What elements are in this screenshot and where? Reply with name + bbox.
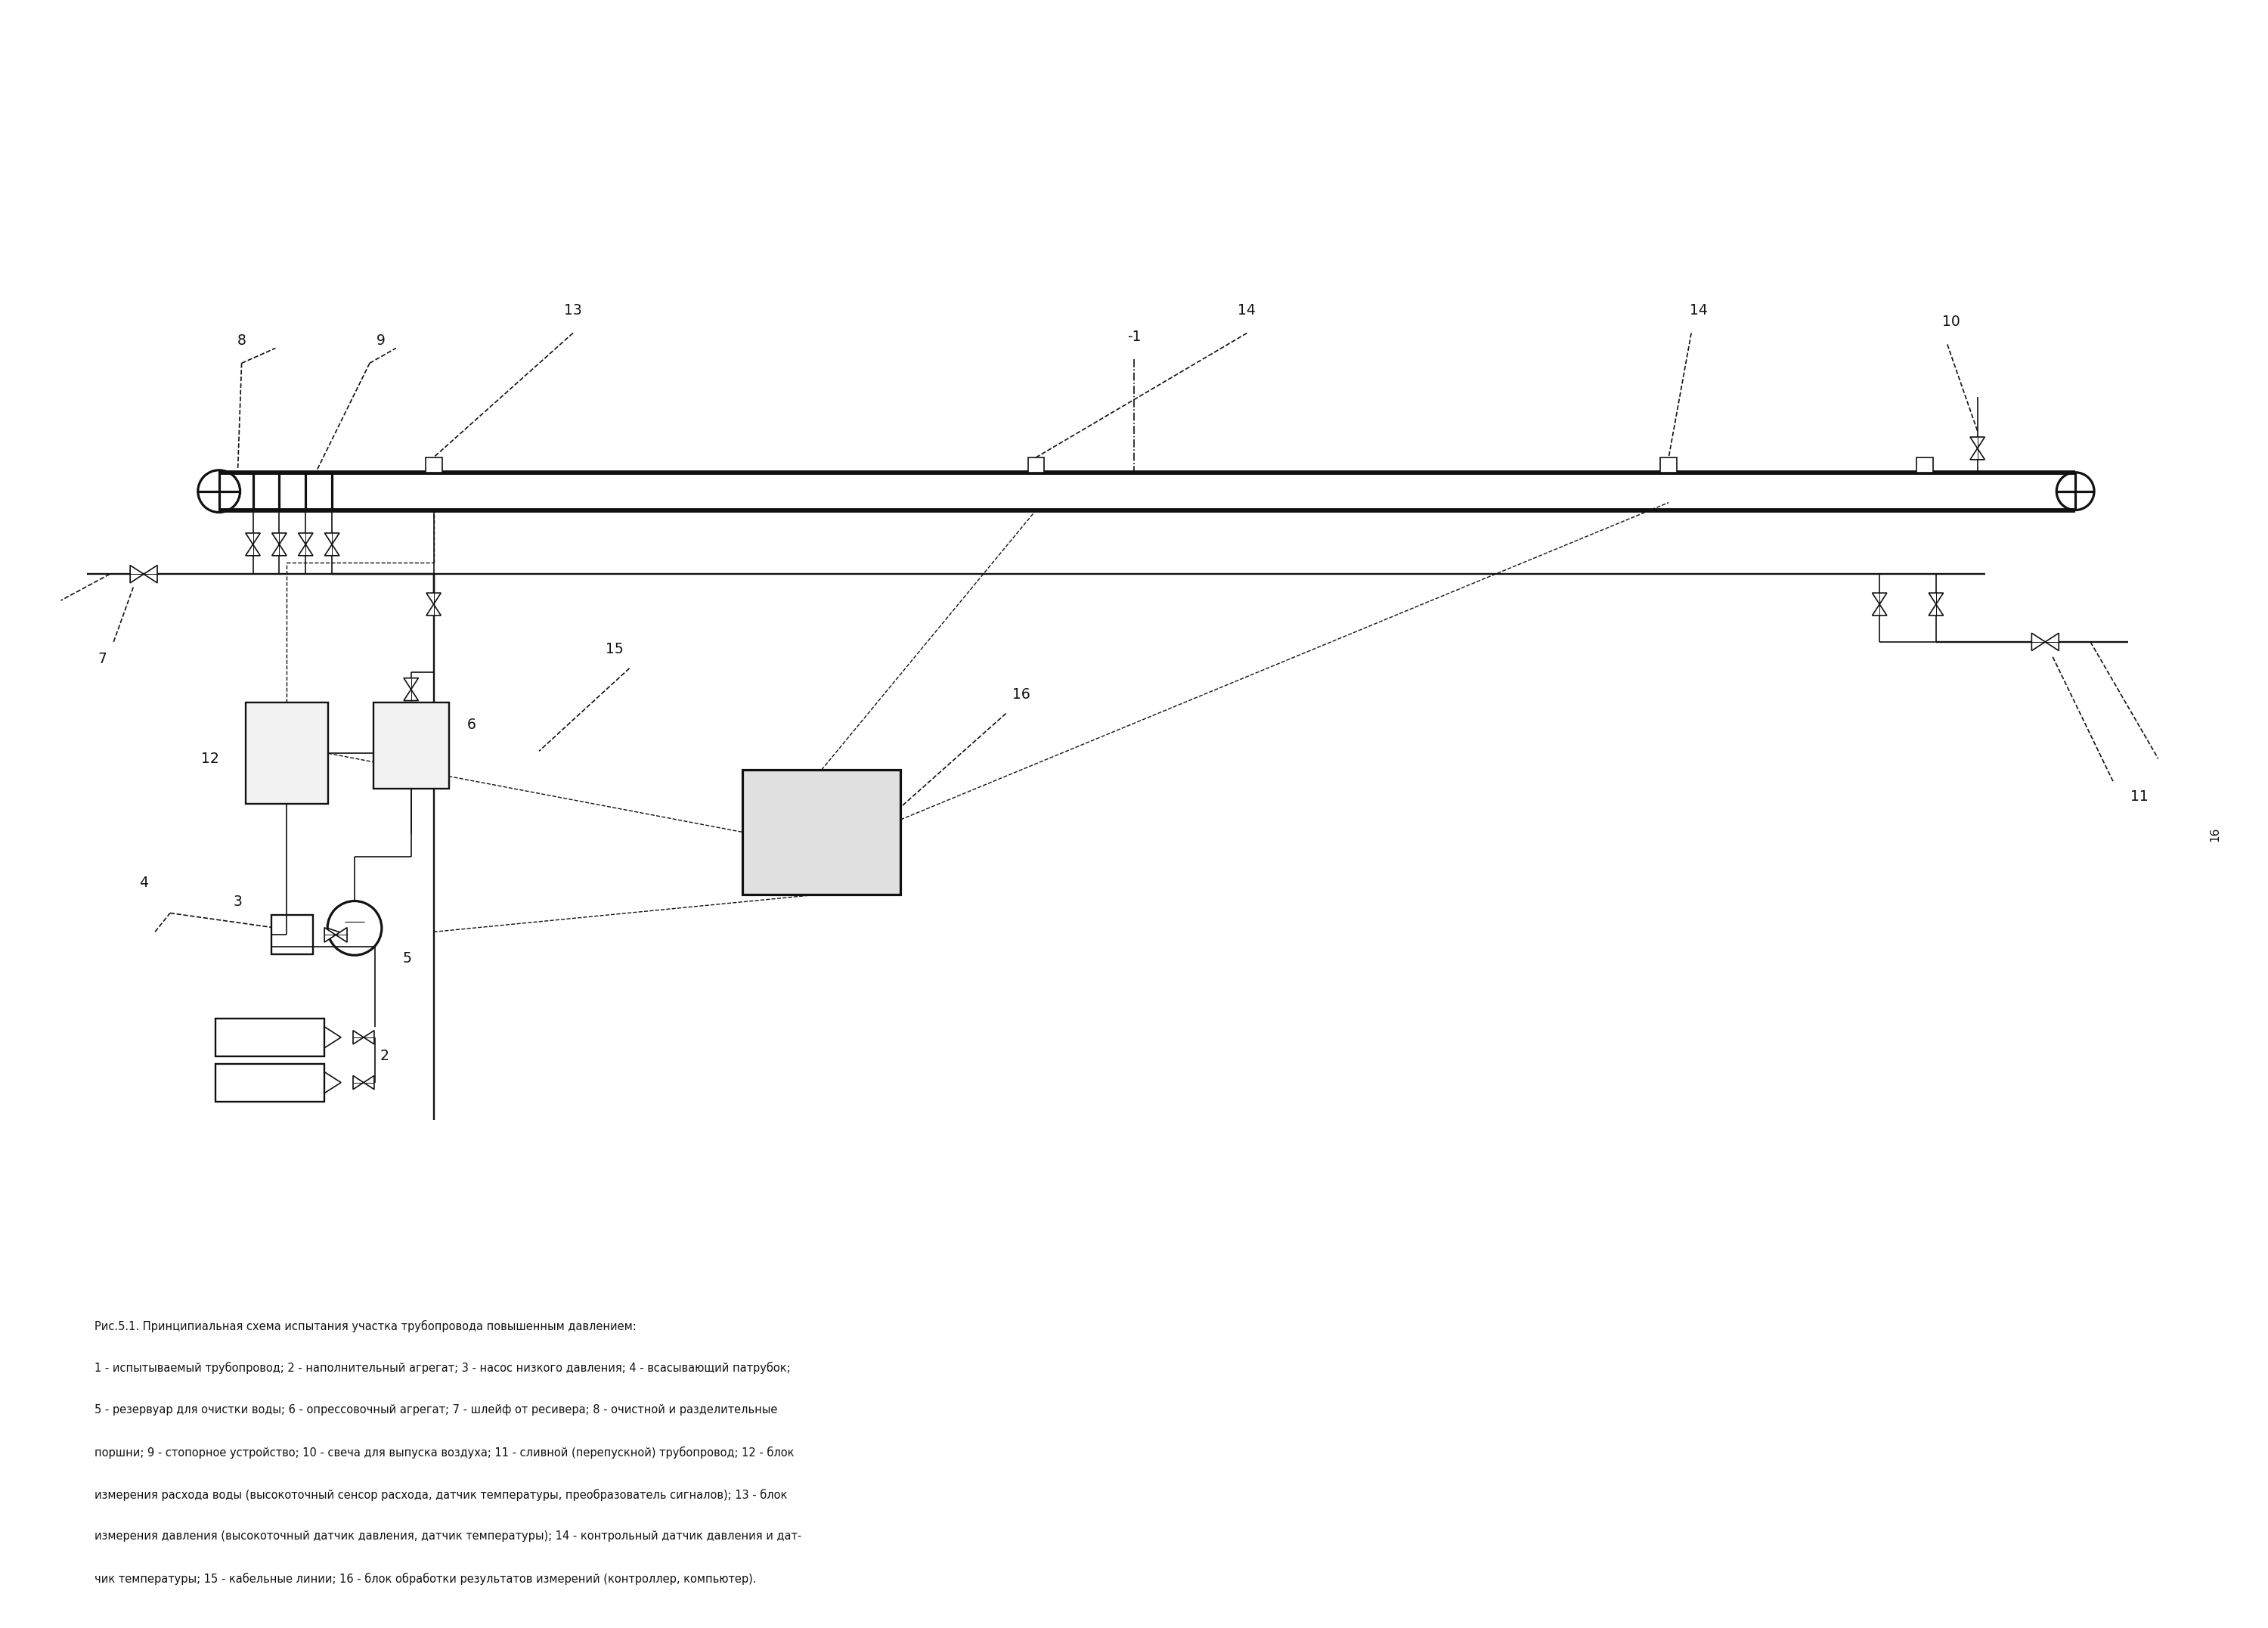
- Bar: [272, 915, 313, 954]
- Text: 5 - резервуар для очистки воды; 6 - опрессовочный агрегат; 7 - шлейф от ресивера: 5 - резервуар для очистки воды; 6 - опре…: [95, 1405, 778, 1415]
- Polygon shape: [363, 1076, 374, 1089]
- Polygon shape: [324, 928, 336, 943]
- Text: 4: 4: [138, 876, 147, 891]
- Polygon shape: [299, 544, 313, 555]
- Text: 9: 9: [376, 334, 386, 348]
- Bar: [426, 457, 442, 472]
- Bar: [1027, 457, 1043, 472]
- Text: 14: 14: [1238, 303, 1256, 317]
- Polygon shape: [129, 565, 143, 583]
- Text: 6: 6: [467, 718, 476, 733]
- Text: 11: 11: [2130, 790, 2148, 804]
- Text: Рис.5.1. Принципиальная схема испытания участка трубопровода повышенным давление: Рис.5.1. Принципиальная схема испытания …: [95, 1320, 637, 1332]
- Polygon shape: [404, 677, 417, 689]
- Polygon shape: [426, 604, 440, 615]
- Bar: [742, 770, 900, 894]
- Text: поршни; 9 - стопорное устройство; 10 - свеча для выпуска воздуха; 11 - сливной (: поршни; 9 - стопорное устройство; 10 - с…: [95, 1446, 794, 1459]
- Text: чик температуры; 15 - кабельные линии; 16 - блок обработки результатов измерений: чик температуры; 15 - кабельные линии; 1…: [95, 1573, 758, 1586]
- Text: 16: 16: [1012, 687, 1030, 702]
- Text: 7: 7: [98, 653, 107, 666]
- Polygon shape: [1928, 593, 1944, 604]
- Polygon shape: [272, 544, 286, 555]
- Bar: [1916, 457, 1932, 472]
- Text: 5: 5: [404, 951, 413, 965]
- Polygon shape: [336, 928, 347, 943]
- Polygon shape: [1971, 436, 1984, 448]
- Text: измерения расхода воды (высокоточный сенсор расхода, датчик температуры, преобра: измерения расхода воды (высокоточный сен…: [95, 1488, 787, 1501]
- Text: 2: 2: [381, 1048, 390, 1063]
- Polygon shape: [2046, 633, 2059, 651]
- Polygon shape: [1871, 604, 1887, 615]
- Polygon shape: [1871, 593, 1887, 604]
- Text: 16: 16: [2209, 827, 2220, 842]
- Polygon shape: [324, 532, 340, 544]
- Text: 10: 10: [1941, 314, 1960, 329]
- Bar: [215, 1063, 324, 1102]
- Polygon shape: [245, 532, 261, 544]
- Text: 1 - испытываемый трубопровод; 2 - наполнительный агрегат; 3 - насос низкого давл: 1 - испытываемый трубопровод; 2 - наполн…: [95, 1363, 792, 1374]
- Text: измерения давления (высокоточный датчик давления, датчик температуры); 14 - конт: измерения давления (высокоточный датчик …: [95, 1530, 803, 1542]
- Polygon shape: [143, 565, 156, 583]
- Polygon shape: [272, 532, 286, 544]
- Bar: [215, 1019, 324, 1057]
- Polygon shape: [1928, 604, 1944, 615]
- Polygon shape: [2032, 633, 2046, 651]
- Polygon shape: [354, 1031, 363, 1044]
- Polygon shape: [354, 1076, 363, 1089]
- Text: 12: 12: [202, 752, 220, 765]
- Polygon shape: [1971, 448, 1984, 459]
- Polygon shape: [245, 544, 261, 555]
- Polygon shape: [363, 1031, 374, 1044]
- Text: 15: 15: [606, 641, 624, 656]
- Text: 14: 14: [1690, 303, 1708, 317]
- Text: 8: 8: [238, 334, 247, 348]
- Polygon shape: [299, 532, 313, 544]
- Text: -1: -1: [1127, 329, 1141, 344]
- Bar: [374, 702, 449, 790]
- Polygon shape: [324, 544, 340, 555]
- Bar: [1660, 457, 1676, 472]
- Bar: [245, 702, 329, 804]
- Text: 13: 13: [565, 303, 583, 317]
- Polygon shape: [404, 689, 417, 700]
- Text: 3: 3: [234, 894, 243, 908]
- Polygon shape: [426, 593, 440, 604]
